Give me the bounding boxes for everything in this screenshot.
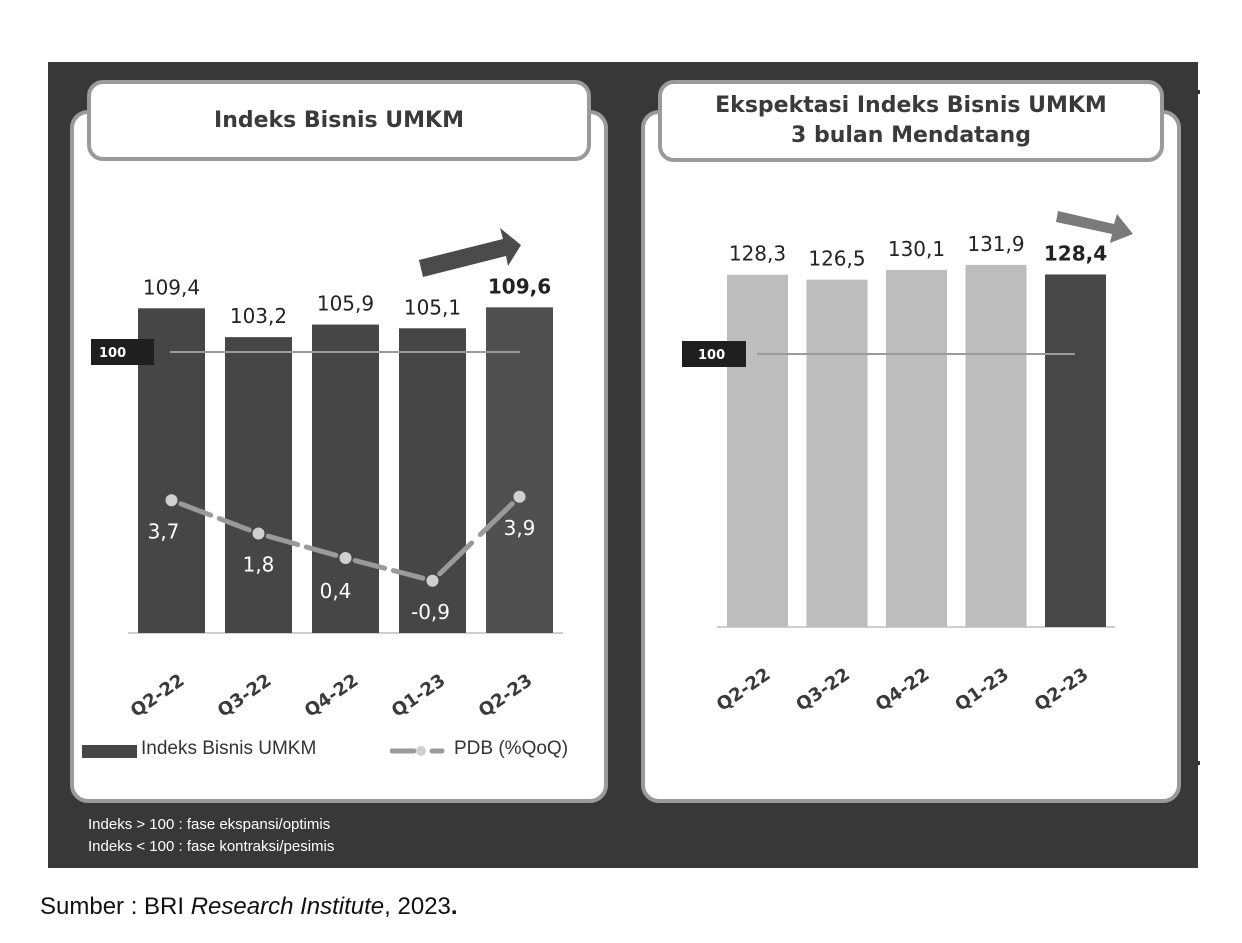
left-category-label-Q4-22: Q4-22 xyxy=(301,670,362,722)
legend-line-label: PDB (%QoQ) xyxy=(454,738,569,759)
left-reference-tag xyxy=(91,339,154,365)
pdb-line-segment xyxy=(477,501,515,538)
left-bar-value-Q2-22: 109,4 xyxy=(143,275,200,299)
left-bar-value-Q2-23: 109,6 xyxy=(488,274,551,298)
source-caption: Sumber : BRI Research Institute, 2023. xyxy=(40,893,458,921)
right-bar-Q2-23 xyxy=(1045,274,1106,627)
pdb-point-Q4-22 xyxy=(339,552,352,564)
pdb-line-segment xyxy=(390,568,426,581)
left-title-text: Indeks Bisnis UMKM xyxy=(214,107,464,133)
right-bar-Q3-22 xyxy=(806,279,868,627)
pdb-value-Q4-22: 0,4 xyxy=(320,579,352,603)
right-bar-value-Q2-22: 128,3 xyxy=(729,242,786,266)
right-category-label-Q2-22: Q2-22 xyxy=(713,664,774,716)
pdb-value-Q2-23: 3,9 xyxy=(504,516,536,540)
pdb-line-segment xyxy=(178,501,214,518)
left-bar-value-Q4-22: 105,9 xyxy=(317,292,374,316)
right-category-label-Q1-23: Q1-23 xyxy=(951,664,1012,716)
left-bar-Q2-23 xyxy=(486,307,553,633)
left-category-label-Q3-22: Q3-22 xyxy=(214,670,275,722)
left-category-label-Q2-22: Q2-22 xyxy=(127,670,188,722)
left-bar-Q4-22 xyxy=(312,324,379,633)
pdb-value-Q1-23: -0,9 xyxy=(411,600,450,624)
left-bar-value-Q1-23: 105,1 xyxy=(404,295,461,319)
pdb-line-segment xyxy=(437,540,475,577)
pdb-point-Q3-22 xyxy=(252,527,265,540)
right-category-label-Q2-23: Q2-23 xyxy=(1031,664,1092,716)
pdb-value-Q3-22: 1,8 xyxy=(243,553,275,577)
pdb-value-Q2-22: 3,7 xyxy=(148,519,180,543)
pdb-point-Q2-22 xyxy=(165,494,178,507)
right-reference-tag xyxy=(682,341,746,367)
pdb-point-Q2-23 xyxy=(513,490,526,503)
left-category-label-Q1-23: Q1-23 xyxy=(388,670,449,722)
source-suffix: , 2023 xyxy=(384,893,451,920)
note-contraction: Indeks < 100 : fase kontraksi/pesimis xyxy=(88,838,335,855)
edge-tick-top xyxy=(1196,90,1200,94)
right-chart-title: Ekspektasi Indeks Bisnis UMKM 3 bulan Me… xyxy=(658,80,1164,162)
pdb-line-segment xyxy=(216,516,252,533)
edge-tick-bottom xyxy=(1196,761,1200,765)
right-bar-value-Q3-22: 126,5 xyxy=(808,247,865,271)
right-reference-tag-label: 100 xyxy=(698,348,725,363)
source-italic: Research Institute xyxy=(190,893,385,920)
pdb-point-Q1-23 xyxy=(426,574,439,587)
right-bar-value-Q2-23: 128,4 xyxy=(1044,241,1107,265)
left-chart-title: Indeks Bisnis UMKM xyxy=(87,80,591,161)
pdb-line-segment xyxy=(352,558,388,571)
right-title-line1: Ekspektasi Indeks Bisnis UMKM xyxy=(715,93,1107,118)
right-title-line2: 3 bulan Mendatang xyxy=(791,123,1031,148)
source-prefix: Sumber : BRI xyxy=(40,893,191,920)
left-reference-tag-label: 100 xyxy=(99,346,126,361)
left-bar-Q3-22 xyxy=(225,337,292,633)
right-category-label-Q3-22: Q3-22 xyxy=(792,664,853,716)
left-bar-value-Q3-22: 103,2 xyxy=(230,304,287,328)
right-category-label-Q4-22: Q4-22 xyxy=(872,664,933,716)
right-bar-value-Q1-23: 131,9 xyxy=(967,232,1024,256)
pdb-line-segment xyxy=(265,533,301,548)
source-dot: . xyxy=(450,893,458,920)
legend-bar-swatch xyxy=(82,745,137,758)
legend-bar-label: Indeks Bisnis UMKM xyxy=(141,738,317,759)
right-trend-arrow-icon xyxy=(1056,211,1133,243)
right-bar-Q2-22 xyxy=(727,274,788,627)
legend-line-marker-icon xyxy=(390,746,445,756)
left-trend-arrow-icon xyxy=(419,228,521,277)
right-bar-Q4-22 xyxy=(886,269,947,627)
pdb-line-segment xyxy=(303,544,339,558)
left-category-label-Q2-23: Q2-23 xyxy=(475,670,536,722)
right-bar-value-Q4-22: 130,1 xyxy=(888,237,945,261)
left-bar-Q1-23 xyxy=(399,328,466,633)
right-bar-Q1-23 xyxy=(965,264,1027,627)
note-expansion: Indeks > 100 : fase ekspansi/optimis xyxy=(88,816,331,833)
